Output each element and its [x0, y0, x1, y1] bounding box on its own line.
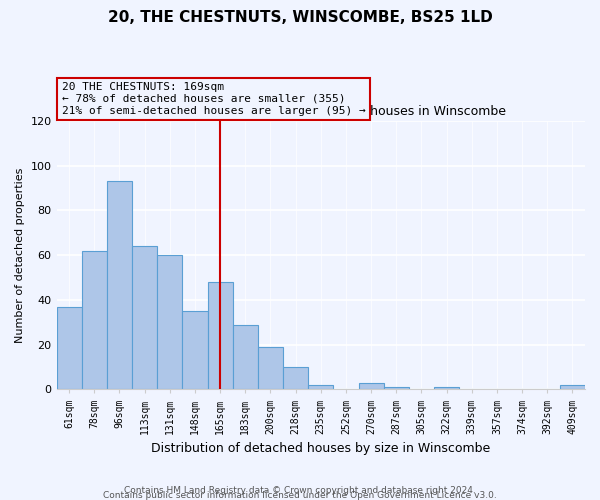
Bar: [157, 255, 182, 390]
Bar: [82, 250, 107, 390]
Bar: [258, 347, 283, 390]
Bar: [434, 387, 459, 390]
Bar: [383, 387, 409, 390]
Bar: [182, 311, 208, 390]
Bar: [283, 367, 308, 390]
Bar: [107, 182, 132, 390]
Bar: [233, 324, 258, 390]
Title: Size of property relative to detached houses in Winscombe: Size of property relative to detached ho…: [136, 106, 506, 118]
Bar: [132, 246, 157, 390]
Y-axis label: Number of detached properties: Number of detached properties: [15, 168, 25, 343]
X-axis label: Distribution of detached houses by size in Winscombe: Distribution of detached houses by size …: [151, 442, 490, 455]
Bar: [56, 306, 82, 390]
Bar: [560, 385, 585, 390]
Text: 20 THE CHESTNUTS: 169sqm
← 78% of detached houses are smaller (355)
21% of semi-: 20 THE CHESTNUTS: 169sqm ← 78% of detach…: [62, 82, 365, 116]
Text: Contains HM Land Registry data © Crown copyright and database right 2024.: Contains HM Land Registry data © Crown c…: [124, 486, 476, 495]
Bar: [208, 282, 233, 390]
Bar: [308, 385, 334, 390]
Text: 20, THE CHESTNUTS, WINSCOMBE, BS25 1LD: 20, THE CHESTNUTS, WINSCOMBE, BS25 1LD: [107, 10, 493, 25]
Text: Contains public sector information licensed under the Open Government Licence v3: Contains public sector information licen…: [103, 490, 497, 500]
Bar: [359, 382, 383, 390]
